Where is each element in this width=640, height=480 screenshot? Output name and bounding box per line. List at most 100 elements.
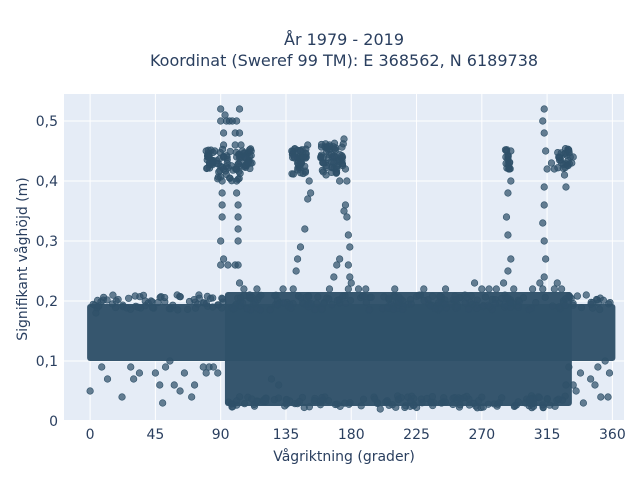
data-point (331, 400, 340, 409)
data-point (391, 293, 399, 301)
data-point (262, 394, 270, 402)
data-point (333, 165, 341, 173)
data-point (497, 294, 506, 302)
data-point (441, 285, 450, 293)
data-point (535, 394, 543, 402)
data-point (301, 225, 309, 233)
data-point (207, 294, 215, 302)
data-point (253, 285, 261, 293)
data-point (357, 402, 365, 410)
data-point (504, 267, 512, 275)
data-point (301, 168, 309, 176)
data-point (605, 369, 614, 377)
data-point (499, 279, 508, 287)
data-point (221, 111, 229, 119)
data-point (346, 399, 354, 407)
data-point (456, 401, 464, 409)
data-point (233, 165, 241, 173)
data-point (465, 305, 473, 313)
y-axis-label: Signifikant våghöjd (m) (14, 177, 31, 340)
data-point (234, 225, 242, 233)
x-tick-label: 360 (599, 427, 626, 443)
data-point (539, 401, 547, 409)
x-tick-label: 90 (212, 427, 230, 443)
data-point (359, 395, 368, 403)
data-point (576, 369, 585, 377)
data-point (184, 305, 192, 313)
data-point (302, 153, 310, 161)
data-point (336, 255, 344, 263)
data-point (550, 165, 558, 173)
data-point (596, 305, 604, 314)
data-point (481, 293, 490, 301)
data-point (541, 293, 549, 301)
data-point (307, 299, 315, 308)
data-point (293, 255, 302, 263)
data-point (510, 285, 518, 293)
data-point (573, 292, 581, 300)
data-point (431, 305, 439, 313)
data-point (521, 399, 529, 407)
data-point (344, 261, 352, 269)
data-point (340, 135, 348, 143)
x-tick-label: 135 (273, 427, 300, 443)
data-point (338, 153, 347, 161)
data-point (311, 306, 319, 314)
data-point (473, 304, 481, 313)
y-tick-label: 0,2 (36, 294, 58, 310)
data-point (237, 141, 245, 149)
data-point (161, 293, 169, 302)
data-point (280, 299, 288, 307)
data-point (406, 402, 414, 410)
data-point (502, 213, 511, 221)
data-point (565, 363, 573, 371)
data-point (234, 213, 242, 221)
data-point (317, 305, 326, 314)
data-point (103, 375, 112, 383)
data-point (385, 401, 393, 409)
data-point (539, 285, 547, 293)
data-point (415, 291, 423, 299)
data-point (92, 309, 100, 317)
data-point (555, 303, 563, 311)
data-point (292, 267, 300, 275)
data-point (211, 147, 219, 155)
data-point (125, 294, 133, 302)
data-point (420, 297, 428, 305)
data-point (562, 381, 570, 389)
y-tick-label: 0,4 (36, 174, 58, 190)
data-point (170, 381, 178, 389)
data-point (391, 285, 399, 293)
data-point (484, 301, 492, 309)
data-point (287, 304, 295, 312)
data-point (470, 279, 479, 287)
dense-band (224, 292, 572, 406)
data-point (270, 396, 278, 404)
data-point (407, 300, 415, 308)
data-point (389, 305, 398, 313)
data-point (339, 292, 347, 300)
data-point (228, 403, 236, 411)
data-point (536, 279, 544, 287)
y-tick-label: 0,5 (36, 114, 58, 130)
data-point (347, 279, 355, 287)
data-point (151, 369, 159, 377)
data-point (256, 306, 264, 314)
data-point (441, 398, 449, 406)
x-tick-label: 270 (468, 427, 495, 443)
data-point (362, 298, 370, 307)
data-point (336, 177, 344, 185)
data-point (202, 369, 210, 377)
data-point (341, 201, 350, 209)
data-point (314, 293, 322, 301)
data-point (325, 285, 334, 293)
data-point (587, 298, 595, 306)
data-point (539, 117, 547, 125)
data-point (529, 402, 538, 411)
data-point (451, 292, 459, 300)
data-point (247, 147, 255, 155)
data-point (244, 159, 252, 167)
data-point (100, 293, 108, 301)
data-point (209, 303, 217, 311)
data-point (217, 237, 225, 245)
